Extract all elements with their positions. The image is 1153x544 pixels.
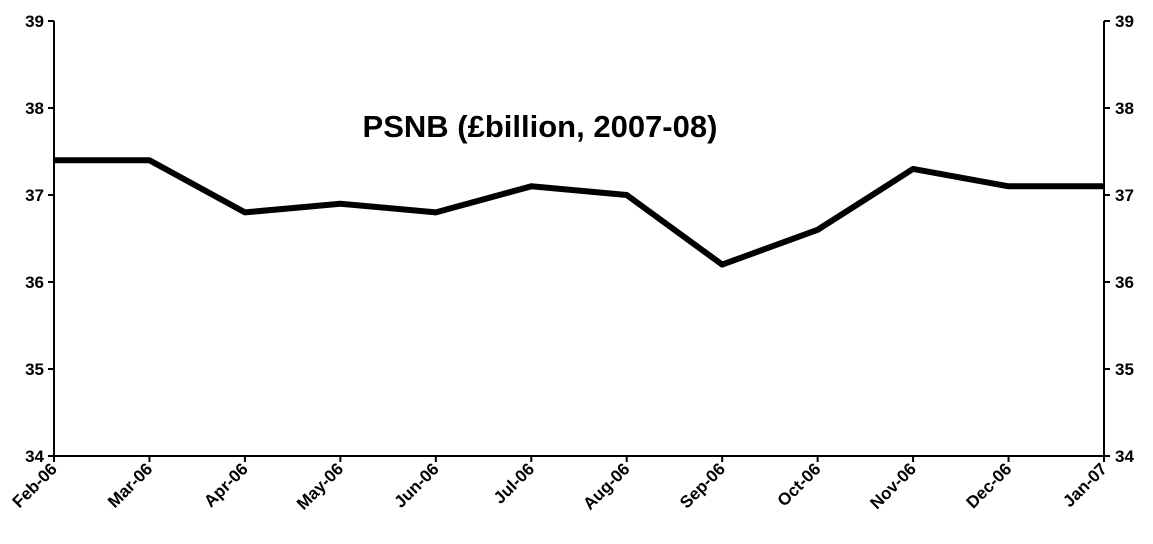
x-tick-label: Nov-06 xyxy=(866,459,920,513)
left-y-tick-label: 38 xyxy=(25,99,44,118)
x-tick-label: Oct-06 xyxy=(774,459,825,510)
right-y-tick-label: 34 xyxy=(1115,447,1134,466)
x-axis-ticks: Feb-06 Mar-06 Apr-06 May-06 Jun-06 Jul-06 Aug-… xyxy=(9,456,1111,514)
x-tick-label: Apr-06 xyxy=(200,459,252,511)
right-y-tick-label: 37 xyxy=(1115,186,1134,205)
x-tick-label: Jun-06 xyxy=(390,459,442,511)
left-y-axis-ticks: 34 35 36 37 38 39 xyxy=(25,12,54,466)
right-y-tick-label: 39 xyxy=(1115,12,1134,31)
x-tick-label: Jan-07 xyxy=(1059,459,1111,511)
x-tick-label: Aug-06 xyxy=(579,459,633,513)
left-y-tick-label: 36 xyxy=(25,273,44,292)
axes xyxy=(53,21,1105,457)
left-y-tick-label: 35 xyxy=(25,360,44,379)
left-y-tick-label: 39 xyxy=(25,12,44,31)
chart-title: PSNB (£billion, 2007-08) xyxy=(363,109,718,144)
x-tick-label: Mar-06 xyxy=(104,459,156,511)
x-tick-label: Feb-06 xyxy=(9,459,61,511)
x-tick-label: Sep-06 xyxy=(676,459,729,512)
x-tick-label: Dec-06 xyxy=(963,459,1016,512)
left-y-tick-label: 34 xyxy=(25,447,44,466)
right-y-tick-label: 36 xyxy=(1115,273,1134,292)
right-y-tick-label: 35 xyxy=(1115,360,1134,379)
series-line-psnb xyxy=(54,157,1104,268)
right-y-axis-ticks: 34 35 36 37 38 39 xyxy=(1104,12,1134,466)
x-tick-label: Jul-06 xyxy=(490,459,538,507)
left-y-tick-label: 37 xyxy=(25,186,44,205)
x-tick-label: May-06 xyxy=(293,459,347,513)
right-y-tick-label: 38 xyxy=(1115,99,1134,118)
